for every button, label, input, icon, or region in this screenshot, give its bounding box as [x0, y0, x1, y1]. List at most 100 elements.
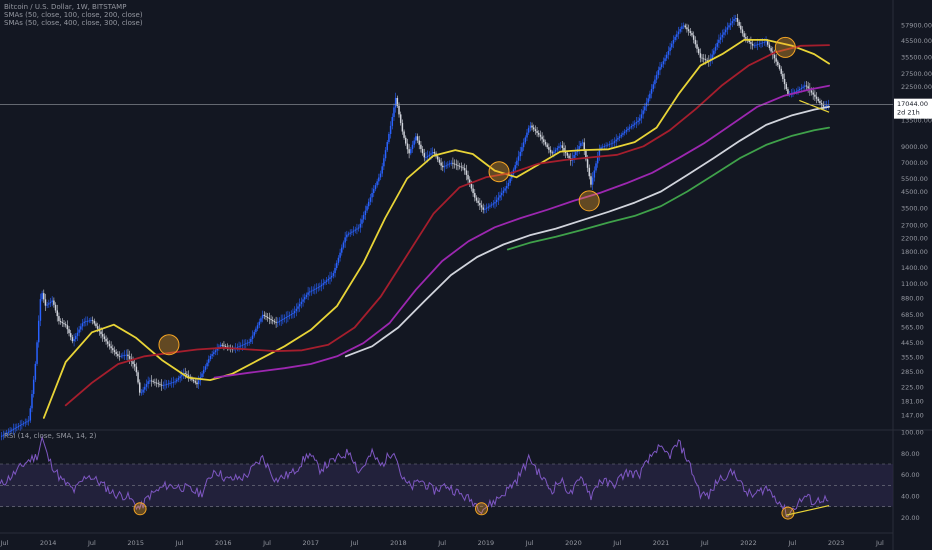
candle-body	[0, 435, 3, 437]
candle-body	[49, 301, 52, 304]
candle	[596, 151, 599, 168]
candle-body	[704, 59, 707, 60]
candle	[489, 203, 491, 209]
rsi-legend[interactable]: RSI (14, close, SMA, 14, 2)	[4, 432, 97, 440]
candle	[342, 240, 345, 250]
candle-body	[366, 206, 368, 211]
candle	[208, 355, 210, 367]
candle-body	[716, 42, 718, 47]
price-axis-label: 4500.00	[901, 188, 928, 196]
candle-body	[639, 118, 641, 121]
candle-body	[277, 321, 279, 323]
candle-body	[142, 389, 144, 393]
candle-body	[489, 205, 491, 207]
candle	[357, 224, 360, 232]
candle-body	[462, 167, 464, 169]
candle-body	[465, 170, 468, 175]
candle	[101, 328, 104, 342]
candle	[418, 135, 420, 150]
price-axis-label: 9000.00	[901, 143, 928, 151]
candle-body	[278, 320, 281, 322]
candle	[563, 142, 565, 156]
candle	[245, 339, 247, 349]
candle-body	[270, 319, 272, 321]
candle-body	[11, 429, 13, 431]
candle-body	[164, 384, 166, 386]
candle	[674, 34, 676, 43]
sma-legend-1[interactable]: SMAs (50, close, 100, close, 200, close)	[4, 11, 143, 19]
candle	[716, 39, 718, 50]
price-axis-label: 445.00	[901, 339, 924, 347]
candle-body	[295, 308, 298, 312]
candle	[559, 141, 562, 150]
candle-body	[652, 84, 655, 89]
candle	[292, 308, 294, 319]
candle-body	[71, 337, 74, 342]
candle	[76, 327, 79, 341]
candle	[499, 191, 501, 201]
time-axis-label: 2017	[303, 539, 320, 547]
candle	[726, 22, 729, 35]
highlight-circle	[158, 334, 180, 356]
price-axis-label: 1800.00	[901, 248, 928, 256]
time-axis-label: 2015	[127, 539, 144, 547]
candle	[293, 306, 296, 318]
candle-body	[376, 181, 378, 186]
candle-body	[213, 352, 215, 355]
candle-body	[34, 363, 37, 380]
candle	[211, 350, 213, 360]
candle-body	[29, 408, 32, 421]
candle-body	[383, 158, 385, 167]
candle	[305, 292, 308, 300]
candle-body	[411, 144, 414, 150]
candle	[403, 129, 405, 140]
candle	[39, 293, 42, 327]
candle-body	[457, 165, 459, 166]
candle	[349, 229, 351, 237]
candle-body	[68, 329, 70, 334]
candle-body	[140, 392, 143, 394]
candle-body	[403, 131, 405, 138]
candle	[703, 53, 705, 64]
candle-body	[598, 149, 601, 157]
candle-body	[642, 110, 644, 115]
candle-body	[271, 320, 274, 322]
candle-body	[110, 346, 112, 349]
candle	[122, 352, 124, 359]
candle-body	[76, 332, 79, 336]
candle	[374, 182, 377, 192]
candle	[325, 277, 328, 285]
candle-body	[689, 31, 692, 33]
candle	[273, 318, 276, 325]
candle-body	[578, 146, 580, 150]
candle	[393, 103, 395, 121]
candle	[753, 42, 756, 49]
candle	[283, 314, 286, 323]
candle	[120, 353, 122, 359]
candle	[679, 26, 681, 34]
candle-body	[650, 88, 653, 94]
candle-body	[24, 422, 27, 424]
candle	[740, 22, 742, 33]
candle	[448, 160, 451, 168]
candle-body	[367, 201, 370, 207]
candle	[819, 98, 821, 106]
candle	[5, 429, 8, 437]
candle-body	[334, 267, 336, 274]
candle	[494, 196, 496, 209]
candle-body	[753, 45, 756, 47]
candle-body	[317, 287, 319, 289]
candle	[319, 282, 321, 291]
candle-body	[293, 311, 296, 314]
candle	[691, 30, 693, 38]
symbol-title[interactable]: Bitcoin / U.S. Dollar, 1W, BITSTAMP	[4, 3, 127, 11]
candle	[598, 144, 601, 161]
candle-body	[393, 107, 395, 118]
sma-legend-2[interactable]: SMAs (50, close, 400, close, 300, close)	[4, 19, 143, 27]
candle	[367, 198, 370, 210]
candle	[731, 17, 734, 28]
candle	[734, 14, 737, 23]
candle	[277, 317, 279, 328]
candle-body	[54, 304, 57, 311]
